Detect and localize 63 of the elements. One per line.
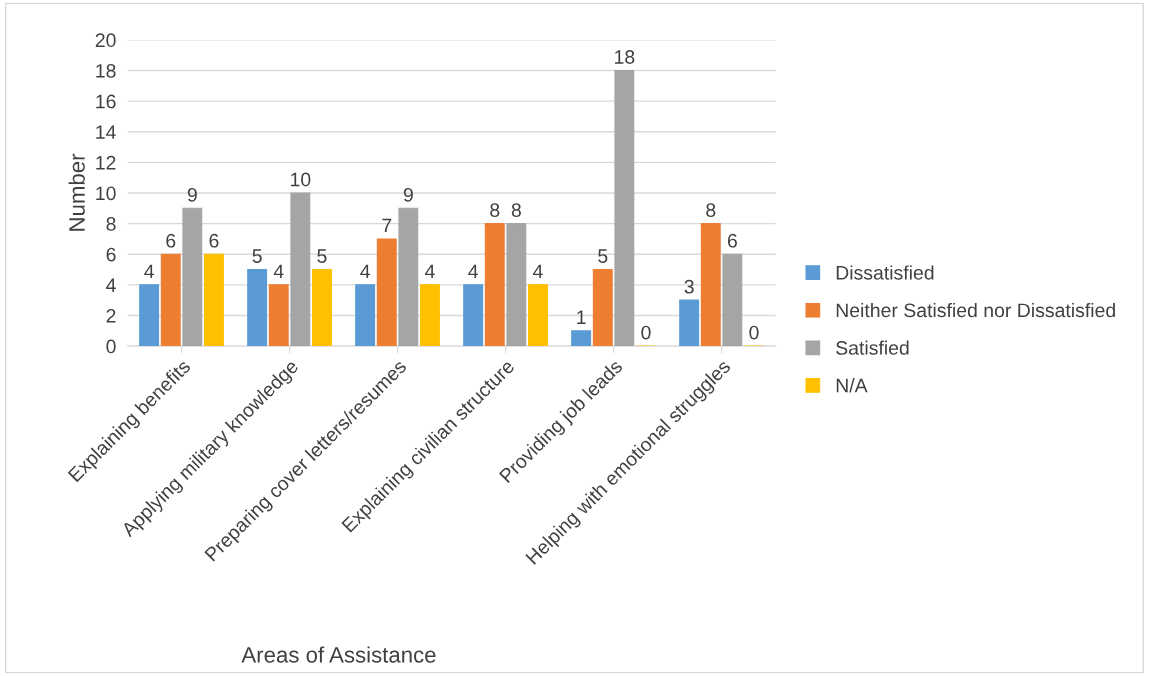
y-tick-label: 4 <box>106 278 116 292</box>
data-label: 6 <box>727 233 737 248</box>
data-label: 4 <box>144 264 154 279</box>
data-label: 8 <box>706 203 716 217</box>
data-label: 5 <box>252 249 262 263</box>
bar <box>312 269 332 347</box>
bar <box>420 284 440 347</box>
legend-label: Dissatisfied <box>836 265 934 280</box>
data-label: 0 <box>749 325 759 340</box>
bar <box>679 299 700 347</box>
data-label: 10 <box>291 172 311 187</box>
y-tick-label: 6 <box>106 247 116 262</box>
y-tick-label: 14 <box>96 125 116 139</box>
data-label: 0 <box>641 325 651 340</box>
bar <box>376 238 397 347</box>
y-tick-label: 8 <box>106 217 116 231</box>
bar <box>722 253 743 347</box>
data-label: 9 <box>403 187 413 202</box>
y-tick-label: 18 <box>96 63 116 78</box>
bar <box>182 207 203 347</box>
y-tick-label: 10 <box>96 186 116 201</box>
data-label: 4 <box>425 264 435 279</box>
data-label: 4 <box>273 264 284 279</box>
bar <box>247 269 268 347</box>
y-tick-label: 20 <box>95 33 116 48</box>
bar <box>355 284 376 347</box>
bar <box>614 69 635 347</box>
data-label: 4 <box>360 264 370 279</box>
data-label: 3 <box>684 279 694 294</box>
bar <box>268 284 289 347</box>
legend-label: N/A <box>836 378 868 393</box>
data-label: 6 <box>166 233 176 248</box>
data-label: 5 <box>598 249 608 263</box>
legend-label: Satisfied <box>836 340 909 355</box>
bar <box>290 192 311 347</box>
data-label: 6 <box>209 233 219 248</box>
bar <box>160 253 181 347</box>
x-axis-title: Areas of Assistance <box>241 646 436 663</box>
data-label: 8 <box>511 203 521 217</box>
y-tick-label: 2 <box>106 308 116 323</box>
data-label: 5 <box>317 249 327 263</box>
data-label: 4 <box>468 264 478 279</box>
y-tick-label: 0 <box>106 339 116 354</box>
data-label: 9 <box>187 187 197 202</box>
bar <box>484 223 505 347</box>
bar <box>592 269 613 347</box>
bar <box>506 223 527 347</box>
bar <box>203 253 224 347</box>
data-label: 8 <box>490 203 500 217</box>
bar <box>398 207 419 347</box>
bar <box>700 223 721 347</box>
data-label: 4 <box>533 264 543 279</box>
data-label: 1 <box>577 310 586 324</box>
bar <box>571 330 592 347</box>
y-tick-label: 12 <box>96 155 116 170</box>
legend-label: Neither Satisfied nor Dissatisfied <box>836 302 1115 318</box>
bar <box>528 284 548 347</box>
y-tick-label: 16 <box>96 94 116 109</box>
data-label: 7 <box>382 218 392 233</box>
bar <box>463 284 484 347</box>
y-axis-title: Number <box>68 153 85 231</box>
bar <box>139 284 160 347</box>
data-label: 18 <box>615 50 635 64</box>
